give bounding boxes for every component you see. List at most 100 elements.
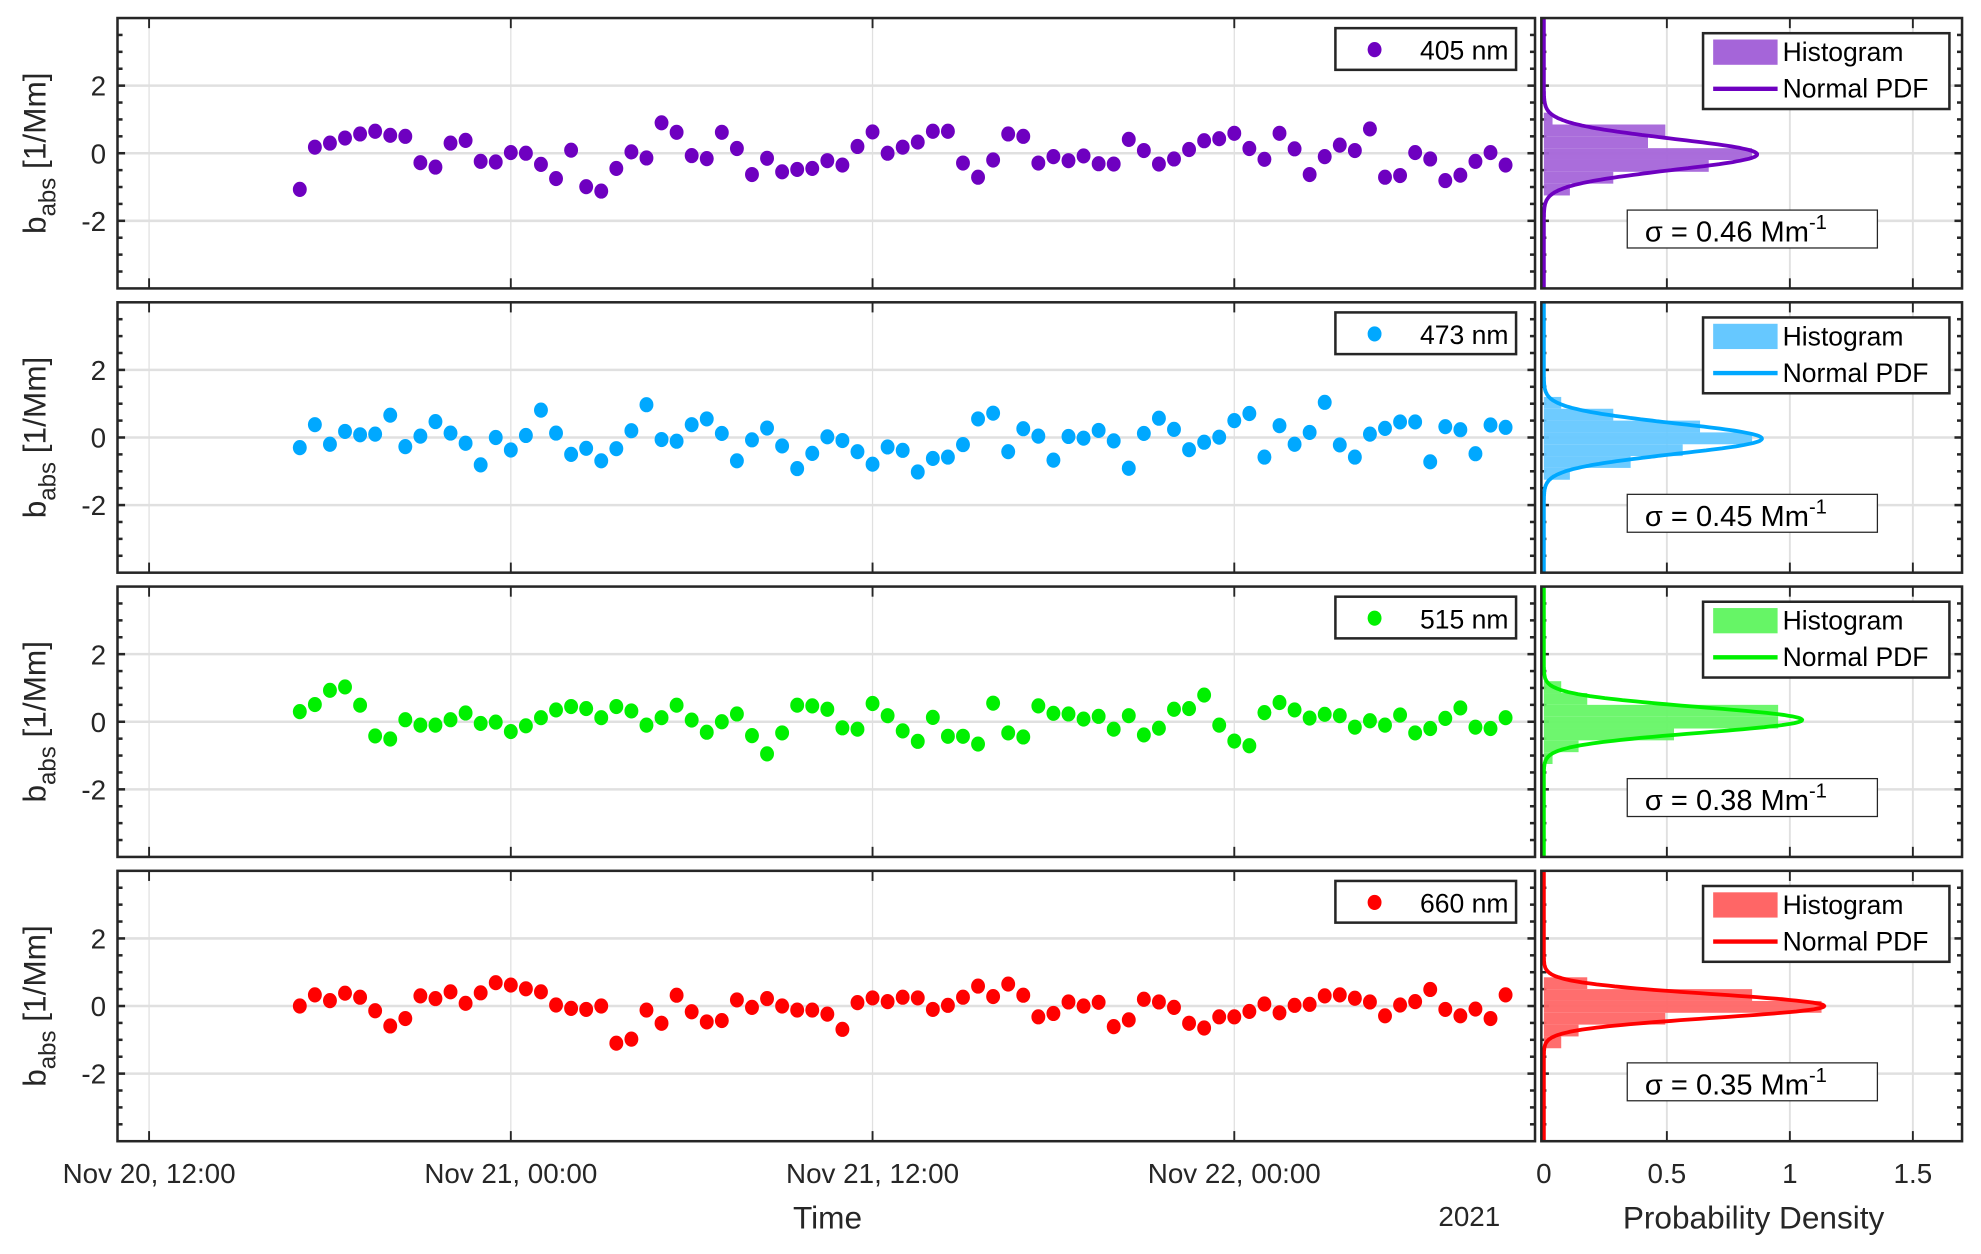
- data-point: [775, 725, 790, 741]
- data-point: [594, 453, 609, 469]
- data-point: [699, 724, 714, 740]
- data-point: [428, 717, 443, 733]
- data-point: [1287, 702, 1302, 718]
- data-point: [383, 1018, 398, 1034]
- y-axis-label: babs [1/Mm]: [16, 357, 61, 519]
- data-point: [1393, 167, 1408, 184]
- data-point: [1121, 131, 1136, 147]
- histogram-bar: [1543, 989, 1753, 1001]
- data-point: [338, 985, 352, 1001]
- data-point: [1121, 460, 1136, 476]
- data-point: [1182, 141, 1197, 158]
- data-point: [292, 998, 307, 1014]
- data-point: [910, 134, 925, 150]
- data-point: [865, 456, 880, 472]
- data-point: [925, 450, 940, 467]
- data-point: [1393, 414, 1408, 430]
- data-point: [1151, 410, 1166, 426]
- data-point: [1498, 987, 1513, 1003]
- histogram-bar: [1543, 456, 1631, 468]
- y-label-subscript: abs: [35, 746, 62, 785]
- data-point: [353, 427, 368, 443]
- data-point: [1046, 452, 1061, 468]
- sigma-box: [1626, 777, 1879, 818]
- sigma-superscript: -1: [1809, 496, 1827, 518]
- y-label-subscript: abs: [35, 1031, 62, 1070]
- data-point: [413, 717, 428, 733]
- histogram-bar: [1543, 716, 1779, 729]
- data-point: [1468, 153, 1483, 169]
- data-point: [413, 428, 428, 444]
- data-point: [956, 989, 970, 1005]
- histogram-swatch-icon: [1713, 608, 1778, 634]
- data-point: [669, 433, 684, 449]
- data-point: [775, 998, 790, 1014]
- data-point: [338, 423, 352, 439]
- data-point: [307, 696, 322, 713]
- data-point: [639, 1002, 654, 1018]
- histogram-bar: [1543, 432, 1753, 445]
- sigma-value: σ = 0.45 Mm: [1645, 501, 1809, 533]
- data-point: [488, 975, 503, 991]
- data-point: [1287, 997, 1302, 1013]
- sigma-label: σ = 0.45 Mm-1: [1645, 496, 1827, 533]
- panel-473-nm: 2 0 -2 babs [1/Mm] 473 nm Histogram Normal PDF…: [16, 301, 1964, 574]
- data-point: [579, 440, 594, 456]
- data-point: [1046, 149, 1061, 165]
- data-point: [1227, 733, 1242, 749]
- data-point: [699, 411, 714, 427]
- data-point: [1378, 717, 1392, 733]
- data-point: [654, 115, 669, 131]
- histogram-bar: [1543, 159, 1709, 172]
- sigma-label: σ = 0.46 Mm-1: [1645, 212, 1827, 249]
- data-point: [1453, 167, 1468, 183]
- data-point: [292, 440, 307, 456]
- data-point: [1468, 446, 1483, 462]
- series-legend: 515 nm: [1334, 595, 1518, 640]
- histogram-swatch-icon: [1713, 892, 1778, 918]
- pdf-x-tick-label: 0.5: [1648, 1158, 1687, 1189]
- data-point: [684, 417, 699, 433]
- data-point: [880, 708, 895, 724]
- histogram-bar: [1543, 396, 1562, 409]
- data-point: [880, 994, 895, 1010]
- data-point: [684, 148, 699, 164]
- data-point: [458, 705, 473, 721]
- data-point: [835, 720, 850, 736]
- legend-label: 473 nm: [1420, 320, 1508, 350]
- data-point: [1197, 1020, 1212, 1036]
- sigma-box: [1626, 209, 1879, 249]
- data-point: [805, 1002, 820, 1018]
- data-point: [1257, 449, 1272, 465]
- x-tick-label: Nov 22, 00:00: [1148, 1158, 1321, 1189]
- data-point: [925, 123, 940, 139]
- data-point: [624, 1031, 639, 1047]
- data-point: [1106, 156, 1121, 172]
- y-tick-label: 2: [91, 639, 106, 670]
- data-point: [594, 183, 609, 199]
- pdf-axes-frame: [1540, 585, 1964, 859]
- data-point: [895, 442, 910, 458]
- y-axis-label: babs [1/Mm]: [16, 72, 61, 234]
- y-tick-label: 2: [91, 71, 106, 102]
- data-point: [398, 439, 413, 455]
- data-point: [1242, 1003, 1257, 1020]
- data-point: [307, 417, 322, 433]
- histogram-bar: [1543, 444, 1683, 457]
- y-label-unit: [1/Mm]: [16, 641, 52, 746]
- data-point: [368, 123, 383, 139]
- data-point: [1076, 711, 1091, 727]
- histogram-bar: [1543, 704, 1779, 717]
- data-point: [1378, 1008, 1392, 1024]
- data-point: [1242, 405, 1257, 422]
- data-point: [1061, 994, 1076, 1010]
- data-point: [790, 461, 805, 477]
- legend-marker-icon: [1367, 894, 1382, 910]
- data-point: [1031, 428, 1046, 444]
- data-point: [760, 991, 774, 1007]
- data-point: [1016, 128, 1031, 144]
- data-point: [534, 710, 548, 726]
- data-point: [443, 135, 458, 151]
- data-point: [488, 429, 503, 446]
